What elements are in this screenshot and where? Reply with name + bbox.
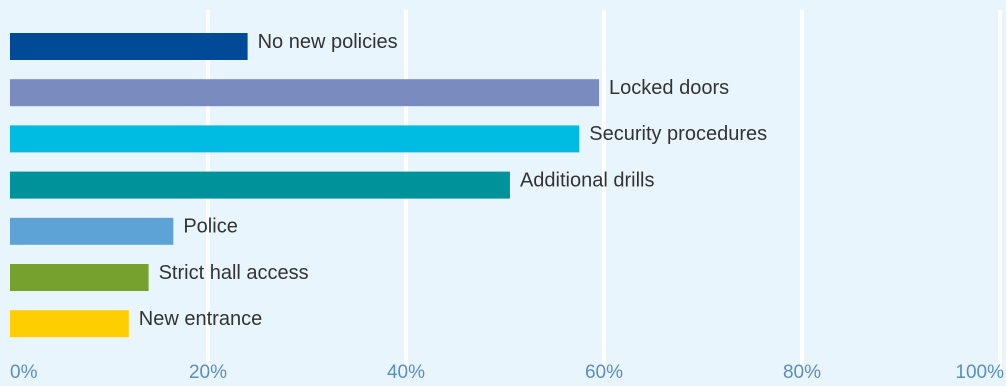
category-labels: No new policies Locked doors Security proc…	[139, 31, 767, 330]
bar-label: New entrance	[139, 308, 262, 330]
bar-label: No new policies	[258, 31, 398, 53]
bar-label: Security procedures	[589, 123, 767, 145]
bar-strict-hall-access	[10, 264, 149, 291]
bar-label: Additional drills	[520, 169, 655, 191]
x-tick-label: 60%	[585, 362, 623, 383]
bar-label: Locked doors	[609, 77, 729, 99]
gridline	[602, 10, 606, 372]
bars	[10, 33, 600, 338]
bar-additional-drills	[10, 171, 510, 199]
x-axis-ticks: 0% 20% 40% 60% 80% 100%	[10, 362, 1004, 383]
gridline	[998, 10, 1002, 372]
bar-no-new-policies	[10, 33, 248, 60]
bar-locked-doors	[10, 79, 600, 107]
bar-label: Strict hall access	[159, 262, 309, 284]
bar-police	[10, 217, 174, 245]
bar-security-procedures	[10, 125, 580, 153]
x-tick-label: 80%	[783, 362, 821, 383]
gridline	[800, 10, 804, 372]
x-tick-label: 0%	[10, 362, 38, 383]
x-tick-label: 40%	[387, 362, 425, 383]
bar-label: Police	[183, 216, 237, 238]
bar-new-entrance	[10, 310, 129, 338]
x-tick-label: 100%	[955, 362, 1004, 383]
x-tick-label: 20%	[189, 362, 227, 383]
